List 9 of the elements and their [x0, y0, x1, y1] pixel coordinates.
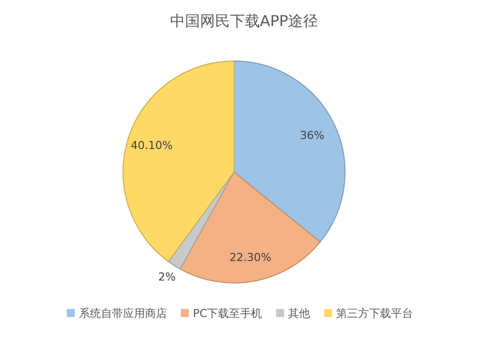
- legend-label: 第三方下载平台: [336, 307, 414, 320]
- data-label: 2%: [158, 270, 176, 284]
- legend-label: 其他: [288, 307, 310, 320]
- data-label: 22.30%: [229, 251, 272, 264]
- legend-label: 系统自带应用商店: [78, 307, 167, 320]
- chart-title: 中国网民下载APP途径: [170, 12, 318, 30]
- data-label: 36%: [300, 128, 324, 142]
- data-label: 40.10%: [130, 139, 173, 152]
- legend-label: PC下载至手机: [192, 307, 262, 320]
